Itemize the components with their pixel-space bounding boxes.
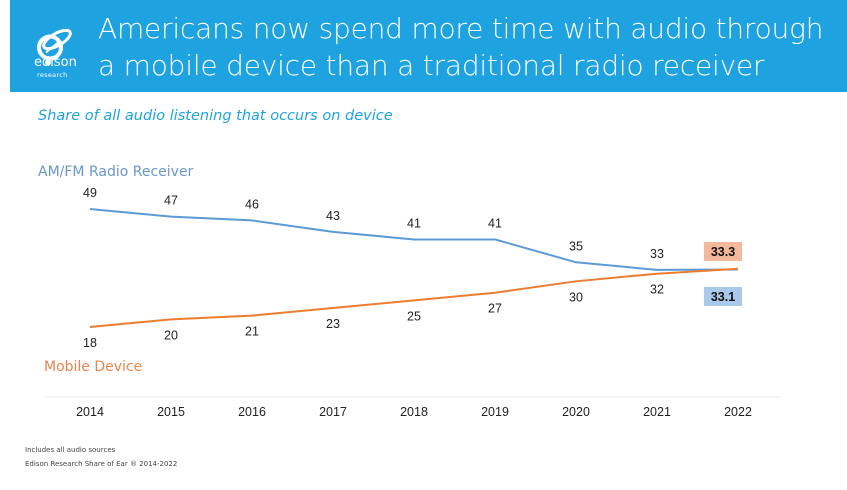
data-label: 27	[488, 302, 502, 316]
logo-wordmark: edison	[34, 55, 77, 70]
data-label: 47	[164, 194, 178, 208]
data-label: 20	[164, 328, 178, 342]
header-banner: edison research Americans now spend more…	[10, 0, 847, 92]
data-label: 46	[245, 197, 259, 211]
x-tick-label: 2022	[724, 405, 752, 419]
data-label: 35	[569, 239, 583, 253]
data-label: 32	[650, 283, 664, 297]
data-label: 21	[245, 325, 259, 339]
final-data-label: 33.3	[711, 245, 735, 259]
final-data-label: 33.1	[711, 290, 735, 304]
x-tick-label: 2017	[319, 405, 347, 419]
data-label: 43	[326, 209, 340, 223]
final-value-box	[704, 287, 742, 306]
final-value-box	[704, 242, 742, 261]
title-line-1: Americans now spend more time with audio…	[98, 12, 824, 45]
series-label-mobile: Mobile Device	[44, 359, 143, 375]
series-line-radio	[89, 208, 739, 271]
x-tick-label: 2015	[157, 405, 185, 419]
logo-subtext: research	[37, 71, 68, 79]
x-tick-label: 2014	[76, 405, 104, 419]
data-label: 23	[326, 317, 340, 331]
data-label: 25	[407, 309, 421, 323]
x-tick-label: 2021	[643, 405, 671, 419]
x-tick-label: 2019	[481, 405, 509, 419]
chart-title: Share of all audio listening that occurs…	[38, 108, 393, 124]
series-label-radio: AM/FM Radio Receiver	[38, 164, 194, 180]
x-tick-label: 2016	[238, 405, 266, 419]
series-line-mobile	[89, 267, 739, 328]
data-label: 41	[407, 216, 421, 230]
data-label: 33	[650, 247, 664, 261]
x-tick-label: 2018	[400, 405, 428, 419]
x-tick-label: 2020	[562, 405, 590, 419]
data-label: 41	[488, 216, 502, 230]
data-label: 30	[569, 290, 583, 304]
footnote-sources: Includes all audio sources	[25, 446, 116, 454]
data-label: 49	[83, 186, 97, 200]
edison-logo-icon	[37, 28, 72, 66]
page-title: Americans now spend more time with audio…	[98, 10, 823, 84]
title-line-2: a mobile device than a traditional radio…	[98, 49, 765, 82]
footnote-credit: Edison Research Share of Ear ® 2014-2022	[25, 460, 178, 468]
data-label: 18	[83, 336, 97, 350]
